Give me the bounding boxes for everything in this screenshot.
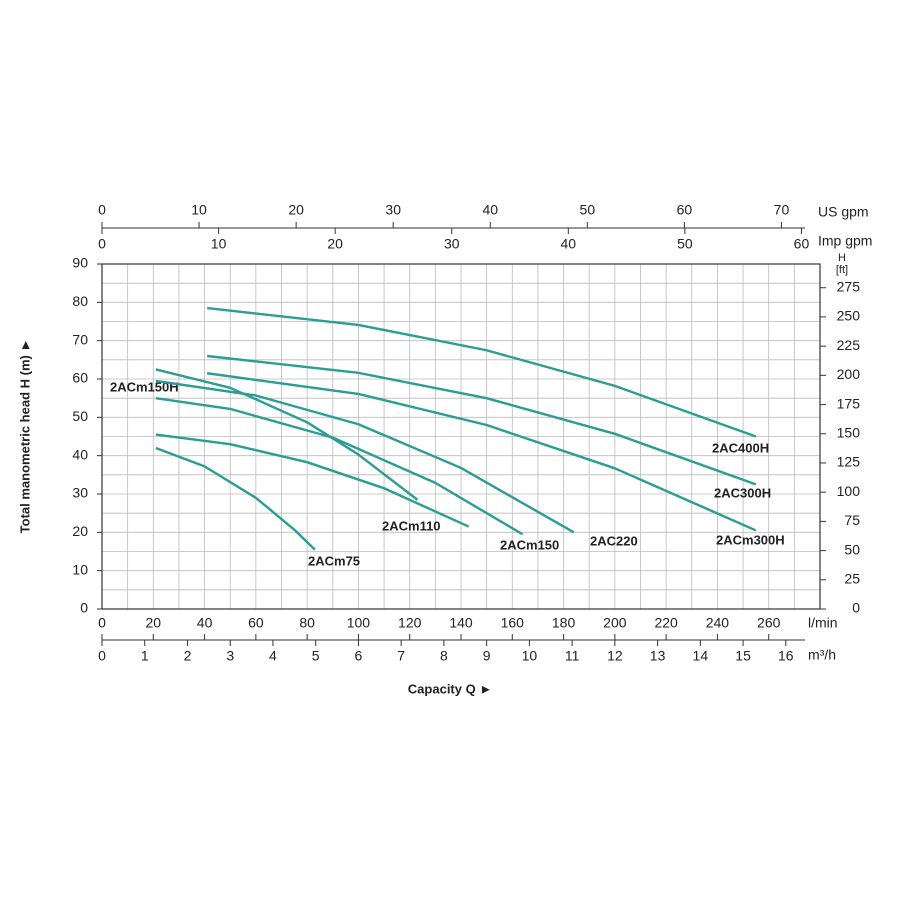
y2-tick-label: 200 [837, 366, 861, 382]
y-tick-label: 30 [72, 485, 88, 501]
y-tick-label: 90 [72, 255, 88, 271]
m3h-tick-label: 2 [184, 648, 192, 664]
y-tick-label: 40 [72, 446, 88, 462]
impgpm-tick-label: 30 [444, 236, 460, 252]
usgpm-tick-label: 50 [580, 202, 596, 218]
y2-tick-label: 25 [844, 570, 860, 586]
m3h-tick-label: 12 [607, 648, 623, 664]
impgpm-unit: Imp gpm [818, 233, 872, 249]
curve [155, 368, 419, 501]
x-unit: l/min [808, 615, 838, 631]
m3h-tick-label: 5 [312, 648, 320, 664]
m3h-tick-label: 16 [778, 648, 794, 664]
x-tick-label: 80 [299, 615, 315, 631]
m3h-tick-label: 3 [226, 648, 234, 664]
y-tick-label: 70 [72, 331, 88, 347]
usgpm-tick-label: 30 [385, 202, 401, 218]
y2-tick-label: 175 [837, 395, 861, 411]
x-tick-label: 100 [347, 615, 371, 631]
impgpm-tick-label: 40 [561, 236, 577, 252]
y2-tick-label: 100 [837, 483, 861, 499]
curve-label: 2ACm150 [500, 537, 559, 552]
impgpm-tick-label: 0 [98, 236, 106, 252]
usgpm-unit: US gpm [818, 204, 869, 220]
y2-tick-label: 75 [844, 512, 860, 528]
m3h-tick-label: 11 [565, 648, 580, 664]
curve [155, 433, 470, 528]
curve-label: 2AC220 [590, 533, 638, 548]
impgpm-tick-label: 50 [677, 236, 693, 252]
x-tick-label: 20 [145, 615, 161, 631]
y2-tick-label: 125 [837, 454, 861, 470]
m3h-tick-label: 9 [483, 648, 491, 664]
curve-label: 2ACm110 [382, 518, 441, 533]
x-tick-label: 40 [197, 615, 213, 631]
usgpm-tick-label: 40 [482, 202, 498, 218]
y-tick-label: 10 [72, 561, 88, 577]
plot-frame [101, 263, 821, 610]
curve [155, 446, 316, 551]
usgpm-tick-label: 60 [677, 202, 693, 218]
x-tick-label: 240 [706, 615, 730, 631]
curve [155, 396, 524, 536]
x-tick-label: 180 [552, 615, 576, 631]
m3h-tick-label: 8 [440, 648, 448, 664]
x-tick-label: 0 [98, 615, 106, 631]
y-tick-label: 80 [72, 293, 88, 309]
m3h-tick-label: 14 [693, 648, 709, 664]
y2-unit: [ft] [836, 264, 848, 276]
m3h-tick-label: 13 [650, 648, 666, 664]
x-tick-label: 60 [248, 615, 264, 631]
impgpm-tick-label: 20 [327, 236, 343, 252]
y2-tick-label: 275 [837, 278, 861, 294]
curve-label: 2AC400H [712, 440, 769, 455]
x-tick-label: 140 [449, 615, 473, 631]
m3h-tick-label: 15 [735, 648, 751, 664]
x-axis-label: Capacity Q ► [408, 681, 492, 696]
curve-label: 2ACm75 [308, 553, 360, 568]
y2-tick-label: 150 [837, 424, 861, 440]
usgpm-tick-label: 10 [191, 202, 207, 218]
impgpm-tick-label: 10 [211, 236, 227, 252]
x-tick-label: 120 [398, 615, 422, 631]
m3h-tick-label: 1 [141, 648, 149, 664]
y2-tick-label: 250 [837, 308, 861, 324]
curve-label: 2AC300H [714, 485, 771, 500]
y-axis-label: Total manometric head H (m) ► [17, 339, 32, 534]
x-tick-label: 160 [501, 615, 525, 631]
m3h-tick-label: 0 [98, 648, 106, 664]
curve-label: 2ACm300H [716, 532, 785, 547]
y-tick-label: 0 [80, 600, 88, 616]
y-tick-label: 20 [72, 523, 88, 539]
curve [207, 306, 757, 438]
impgpm-tick-label: 60 [794, 236, 810, 252]
x-tick-label: 220 [654, 615, 678, 631]
y2-tick-label: 50 [844, 541, 860, 557]
m3h-tick-label: 10 [522, 648, 538, 664]
usgpm-tick-label: 20 [288, 202, 304, 218]
y2-tick-label: 225 [837, 337, 861, 353]
m3h-tick-label: 7 [397, 648, 405, 664]
y2-tick-label: 0 [852, 600, 860, 616]
curve [206, 372, 757, 532]
m3h-unit: m³/h [808, 647, 836, 663]
m3h-tick-label: 4 [269, 648, 277, 664]
x-tick-label: 200 [603, 615, 627, 631]
m3h-tick-label: 6 [355, 648, 363, 664]
curve [155, 379, 575, 534]
y-tick-label: 50 [72, 408, 88, 424]
y2-unit: H [838, 252, 846, 264]
usgpm-tick-label: 70 [774, 202, 790, 218]
x-tick-label: 260 [757, 615, 781, 631]
usgpm-tick-label: 0 [98, 202, 106, 218]
curve [207, 354, 757, 486]
y-tick-label: 60 [72, 370, 88, 386]
curve-label: 2ACm150H [110, 379, 179, 394]
